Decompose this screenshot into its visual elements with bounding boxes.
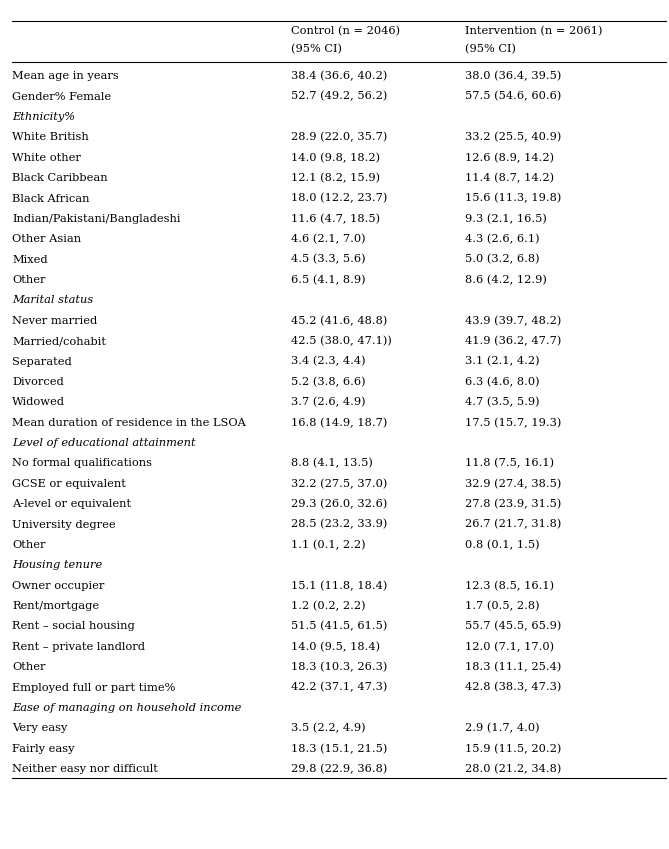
Text: 4.3 (2.6, 6.1): 4.3 (2.6, 6.1)	[465, 234, 540, 245]
Text: 8.8 (4.1, 13.5): 8.8 (4.1, 13.5)	[291, 458, 373, 469]
Text: 42.5 (38.0, 47.1)): 42.5 (38.0, 47.1))	[291, 336, 392, 346]
Text: Indian/Pakistani/Bangladeshi: Indian/Pakistani/Bangladeshi	[12, 214, 181, 224]
Text: 55.7 (45.5, 65.9): 55.7 (45.5, 65.9)	[465, 621, 561, 632]
Text: 3.1 (2.1, 4.2): 3.1 (2.1, 4.2)	[465, 357, 540, 367]
Text: 42.8 (38.3, 47.3): 42.8 (38.3, 47.3)	[465, 683, 561, 693]
Text: Other: Other	[12, 275, 45, 285]
Text: Widowed: Widowed	[12, 397, 65, 408]
Text: Very easy: Very easy	[12, 723, 68, 734]
Text: 0.8 (0.1, 1.5): 0.8 (0.1, 1.5)	[465, 540, 540, 550]
Text: 45.2 (41.6, 48.8): 45.2 (41.6, 48.8)	[291, 316, 387, 326]
Text: 11.8 (7.5, 16.1): 11.8 (7.5, 16.1)	[465, 458, 554, 469]
Text: 8.6 (4.2, 12.9): 8.6 (4.2, 12.9)	[465, 275, 547, 285]
Text: 11.6 (4.7, 18.5): 11.6 (4.7, 18.5)	[291, 214, 380, 224]
Text: Ease of managing on household income: Ease of managing on household income	[12, 703, 242, 713]
Text: 28.5 (23.2, 33.9): 28.5 (23.2, 33.9)	[291, 520, 387, 530]
Text: Fairly easy: Fairly easy	[12, 744, 74, 754]
Text: 18.0 (12.2, 23.7): 18.0 (12.2, 23.7)	[291, 194, 387, 204]
Text: 11.4 (8.7, 14.2): 11.4 (8.7, 14.2)	[465, 173, 554, 183]
Text: 6.5 (4.1, 8.9): 6.5 (4.1, 8.9)	[291, 275, 366, 285]
Text: Employed full or part time%: Employed full or part time%	[12, 683, 175, 693]
Text: 29.3 (26.0, 32.6): 29.3 (26.0, 32.6)	[291, 499, 387, 509]
Text: Control (n = 2046): Control (n = 2046)	[291, 25, 400, 36]
Text: 14.0 (9.5, 18.4): 14.0 (9.5, 18.4)	[291, 642, 380, 652]
Text: 15.9 (11.5, 20.2): 15.9 (11.5, 20.2)	[465, 744, 561, 754]
Text: Rent – social housing: Rent – social housing	[12, 621, 134, 632]
Text: 1.1 (0.1, 2.2): 1.1 (0.1, 2.2)	[291, 540, 366, 550]
Text: Other Asian: Other Asian	[12, 234, 81, 245]
Text: 17.5 (15.7, 19.3): 17.5 (15.7, 19.3)	[465, 418, 561, 428]
Text: 51.5 (41.5, 61.5): 51.5 (41.5, 61.5)	[291, 621, 387, 632]
Text: Intervention (n = 2061): Intervention (n = 2061)	[465, 25, 603, 36]
Text: 9.3 (2.1, 16.5): 9.3 (2.1, 16.5)	[465, 214, 547, 224]
Text: 27.8 (23.9, 31.5): 27.8 (23.9, 31.5)	[465, 499, 561, 509]
Text: 3.7 (2.6, 4.9): 3.7 (2.6, 4.9)	[291, 397, 366, 408]
Text: 41.9 (36.2, 47.7): 41.9 (36.2, 47.7)	[465, 336, 561, 346]
Text: 38.4 (36.6, 40.2): 38.4 (36.6, 40.2)	[291, 71, 387, 82]
Text: 4.6 (2.1, 7.0): 4.6 (2.1, 7.0)	[291, 234, 366, 245]
Text: 12.0 (7.1, 17.0): 12.0 (7.1, 17.0)	[465, 642, 554, 652]
Text: Mixed: Mixed	[12, 255, 47, 265]
Text: 16.8 (14.9, 18.7): 16.8 (14.9, 18.7)	[291, 418, 387, 428]
Text: Gender% Female: Gender% Female	[12, 92, 111, 102]
Text: 26.7 (21.7, 31.8): 26.7 (21.7, 31.8)	[465, 520, 561, 530]
Text: No formal qualifications: No formal qualifications	[12, 458, 152, 469]
Text: Mean age in years: Mean age in years	[12, 71, 119, 82]
Text: 38.0 (36.4, 39.5): 38.0 (36.4, 39.5)	[465, 71, 561, 82]
Text: 3.5 (2.2, 4.9): 3.5 (2.2, 4.9)	[291, 723, 366, 734]
Text: Owner occupier: Owner occupier	[12, 581, 104, 591]
Text: 15.1 (11.8, 18.4): 15.1 (11.8, 18.4)	[291, 581, 387, 591]
Text: Level of educational attainment: Level of educational attainment	[12, 438, 195, 448]
Text: 57.5 (54.6, 60.6): 57.5 (54.6, 60.6)	[465, 92, 561, 102]
Text: 3.4 (2.3, 4.4): 3.4 (2.3, 4.4)	[291, 357, 366, 367]
Text: 12.3 (8.5, 16.1): 12.3 (8.5, 16.1)	[465, 581, 554, 591]
Text: Divorced: Divorced	[12, 377, 64, 387]
Text: Rent/mortgage: Rent/mortgage	[12, 601, 99, 611]
Text: (95% CI): (95% CI)	[465, 44, 516, 54]
Text: 1.2 (0.2, 2.2): 1.2 (0.2, 2.2)	[291, 601, 366, 611]
Text: 28.9 (22.0, 35.7): 28.9 (22.0, 35.7)	[291, 132, 387, 143]
Text: Ethnicity%: Ethnicity%	[12, 112, 75, 122]
Text: 12.6 (8.9, 14.2): 12.6 (8.9, 14.2)	[465, 153, 554, 163]
Text: Black Caribbean: Black Caribbean	[12, 173, 108, 183]
Text: 42.2 (37.1, 47.3): 42.2 (37.1, 47.3)	[291, 683, 387, 693]
Text: University degree: University degree	[12, 520, 116, 530]
Text: 52.7 (49.2, 56.2): 52.7 (49.2, 56.2)	[291, 92, 387, 102]
Text: 14.0 (9.8, 18.2): 14.0 (9.8, 18.2)	[291, 153, 380, 163]
Text: 5.2 (3.8, 6.6): 5.2 (3.8, 6.6)	[291, 377, 366, 387]
Text: Married/cohabit: Married/cohabit	[12, 336, 106, 346]
Text: Housing tenure: Housing tenure	[12, 560, 102, 571]
Text: 1.7 (0.5, 2.8): 1.7 (0.5, 2.8)	[465, 601, 540, 611]
Text: GCSE or equivalent: GCSE or equivalent	[12, 479, 126, 489]
Text: 18.3 (11.1, 25.4): 18.3 (11.1, 25.4)	[465, 662, 561, 672]
Text: 18.3 (10.3, 26.3): 18.3 (10.3, 26.3)	[291, 662, 387, 672]
Text: 4.7 (3.5, 5.9): 4.7 (3.5, 5.9)	[465, 397, 540, 408]
Text: Black African: Black African	[12, 194, 90, 204]
Text: 32.9 (27.4, 38.5): 32.9 (27.4, 38.5)	[465, 479, 561, 489]
Text: 5.0 (3.2, 6.8): 5.0 (3.2, 6.8)	[465, 255, 540, 265]
Text: White British: White British	[12, 132, 89, 143]
Text: Separated: Separated	[12, 357, 72, 367]
Text: 28.0 (21.2, 34.8): 28.0 (21.2, 34.8)	[465, 764, 561, 774]
Text: 15.6 (11.3, 19.8): 15.6 (11.3, 19.8)	[465, 194, 561, 204]
Text: 6.3 (4.6, 8.0): 6.3 (4.6, 8.0)	[465, 377, 540, 387]
Text: Marital status: Marital status	[12, 295, 93, 306]
Text: 29.8 (22.9, 36.8): 29.8 (22.9, 36.8)	[291, 764, 387, 774]
Text: 18.3 (15.1, 21.5): 18.3 (15.1, 21.5)	[291, 744, 387, 754]
Text: Mean duration of residence in the LSOA: Mean duration of residence in the LSOA	[12, 418, 246, 428]
Text: Neither easy nor difficult: Neither easy nor difficult	[12, 764, 158, 774]
Text: Other: Other	[12, 540, 45, 550]
Text: 43.9 (39.7, 48.2): 43.9 (39.7, 48.2)	[465, 316, 561, 326]
Text: 33.2 (25.5, 40.9): 33.2 (25.5, 40.9)	[465, 132, 561, 143]
Text: 12.1 (8.2, 15.9): 12.1 (8.2, 15.9)	[291, 173, 380, 183]
Text: 2.9 (1.7, 4.0): 2.9 (1.7, 4.0)	[465, 723, 540, 734]
Text: A-level or equivalent: A-level or equivalent	[12, 499, 131, 509]
Text: Never married: Never married	[12, 316, 97, 326]
Text: 4.5 (3.3, 5.6): 4.5 (3.3, 5.6)	[291, 255, 366, 265]
Text: White other: White other	[12, 153, 81, 163]
Text: Other: Other	[12, 662, 45, 672]
Text: (95% CI): (95% CI)	[291, 44, 342, 54]
Text: 32.2 (27.5, 37.0): 32.2 (27.5, 37.0)	[291, 479, 387, 489]
Text: Rent – private landlord: Rent – private landlord	[12, 642, 145, 652]
